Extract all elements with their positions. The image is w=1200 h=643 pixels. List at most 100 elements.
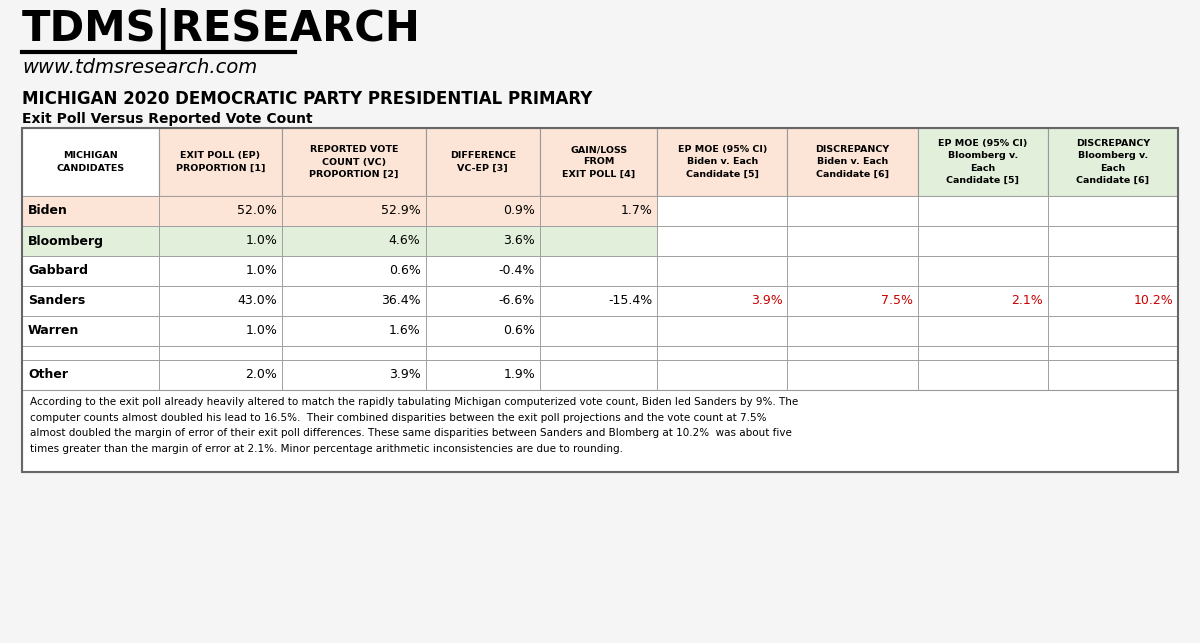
Bar — [426, 286, 540, 316]
Text: -0.4%: -0.4% — [499, 264, 535, 278]
Bar — [22, 128, 1178, 472]
Text: 3.9%: 3.9% — [389, 368, 420, 381]
Bar — [22, 360, 158, 390]
Bar — [282, 128, 426, 196]
Text: 43.0%: 43.0% — [238, 294, 277, 307]
Text: DISCREPANCY
Biden v. Each
Candidate [6]: DISCREPANCY Biden v. Each Candidate [6] — [816, 145, 889, 179]
Bar — [1048, 360, 1178, 390]
Text: Bloomberg: Bloomberg — [28, 235, 104, 248]
Bar — [658, 346, 787, 360]
Bar — [540, 196, 658, 226]
Bar — [282, 196, 426, 226]
Bar — [658, 286, 787, 316]
Text: DISCREPANCY
Bloomberg v.
Each
Candidate [6]: DISCREPANCY Bloomberg v. Each Candidate … — [1076, 140, 1150, 185]
Text: Other: Other — [28, 368, 68, 381]
Bar — [1048, 316, 1178, 346]
Text: -6.6%: -6.6% — [499, 294, 535, 307]
Bar — [918, 226, 1048, 256]
Bar — [282, 360, 426, 390]
Text: 2.0%: 2.0% — [246, 368, 277, 381]
Text: REPORTED VOTE
COUNT (VC)
PROPORTION [2]: REPORTED VOTE COUNT (VC) PROPORTION [2] — [310, 145, 398, 179]
Bar — [282, 316, 426, 346]
Bar — [540, 286, 658, 316]
Text: 1.0%: 1.0% — [246, 264, 277, 278]
Text: 7.5%: 7.5% — [881, 294, 913, 307]
Text: MICHIGAN
CANDIDATES: MICHIGAN CANDIDATES — [56, 151, 125, 172]
Text: According to the exit poll already heavily altered to match the rapidly tabulati: According to the exit poll already heavi… — [30, 397, 798, 454]
Bar — [787, 256, 918, 286]
Text: 0.9%: 0.9% — [503, 204, 535, 217]
Bar — [787, 286, 918, 316]
Bar — [1048, 226, 1178, 256]
Text: Gabbard: Gabbard — [28, 264, 88, 278]
Text: 1.0%: 1.0% — [246, 325, 277, 338]
Text: -15.4%: -15.4% — [608, 294, 653, 307]
Bar — [1048, 286, 1178, 316]
Bar — [1048, 196, 1178, 226]
Text: 0.6%: 0.6% — [389, 264, 420, 278]
Bar — [540, 226, 658, 256]
Bar — [1048, 346, 1178, 360]
Text: 4.6%: 4.6% — [389, 235, 420, 248]
Text: EP MOE (95% CI)
Biden v. Each
Candidate [5]: EP MOE (95% CI) Biden v. Each Candidate … — [678, 145, 767, 179]
Bar — [426, 256, 540, 286]
Text: 1.9%: 1.9% — [503, 368, 535, 381]
Text: DIFFERENCE
VC-EP [3]: DIFFERENCE VC-EP [3] — [450, 151, 516, 172]
Bar — [426, 196, 540, 226]
Bar — [658, 316, 787, 346]
Bar — [787, 196, 918, 226]
Bar — [1048, 128, 1178, 196]
Bar — [22, 128, 158, 196]
Bar — [158, 196, 282, 226]
Bar — [658, 256, 787, 286]
Text: EXIT POLL (EP)
PROPORTION [1]: EXIT POLL (EP) PROPORTION [1] — [175, 151, 265, 172]
Bar — [918, 128, 1048, 196]
Text: 10.2%: 10.2% — [1133, 294, 1174, 307]
Text: 0.6%: 0.6% — [503, 325, 535, 338]
Bar — [282, 226, 426, 256]
Bar — [158, 226, 282, 256]
Bar — [918, 316, 1048, 346]
Bar — [22, 390, 1178, 472]
Text: 2.1%: 2.1% — [1012, 294, 1043, 307]
Text: Warren: Warren — [28, 325, 79, 338]
Bar — [918, 256, 1048, 286]
Bar — [158, 346, 282, 360]
Bar — [540, 256, 658, 286]
Text: GAIN/LOSS
FROM
EXIT POLL [4]: GAIN/LOSS FROM EXIT POLL [4] — [562, 145, 635, 179]
Bar — [282, 256, 426, 286]
Text: EP MOE (95% CI)
Bloomberg v.
Each
Candidate [5]: EP MOE (95% CI) Bloomberg v. Each Candid… — [938, 140, 1027, 185]
Bar — [787, 346, 918, 360]
Bar — [426, 346, 540, 360]
Bar — [1048, 256, 1178, 286]
Text: 3.9%: 3.9% — [751, 294, 782, 307]
Bar — [282, 346, 426, 360]
Text: Exit Poll Versus Reported Vote Count: Exit Poll Versus Reported Vote Count — [22, 112, 313, 126]
Text: 36.4%: 36.4% — [380, 294, 420, 307]
Bar — [22, 316, 158, 346]
Bar — [158, 256, 282, 286]
Text: 52.0%: 52.0% — [238, 204, 277, 217]
Text: 1.0%: 1.0% — [246, 235, 277, 248]
Bar — [787, 316, 918, 346]
Bar — [918, 196, 1048, 226]
Bar — [658, 226, 787, 256]
Bar — [426, 226, 540, 256]
Bar — [918, 360, 1048, 390]
Bar — [540, 346, 658, 360]
Bar — [426, 316, 540, 346]
Bar — [787, 360, 918, 390]
Text: www.tdmsresearch.com: www.tdmsresearch.com — [22, 58, 257, 77]
Bar — [540, 360, 658, 390]
Bar — [787, 128, 918, 196]
Bar — [658, 360, 787, 390]
Bar — [158, 128, 282, 196]
Text: 3.6%: 3.6% — [503, 235, 535, 248]
Bar — [282, 286, 426, 316]
Bar — [158, 360, 282, 390]
Bar — [158, 316, 282, 346]
Bar — [22, 226, 158, 256]
Bar — [158, 286, 282, 316]
Bar — [22, 196, 158, 226]
Bar — [540, 128, 658, 196]
